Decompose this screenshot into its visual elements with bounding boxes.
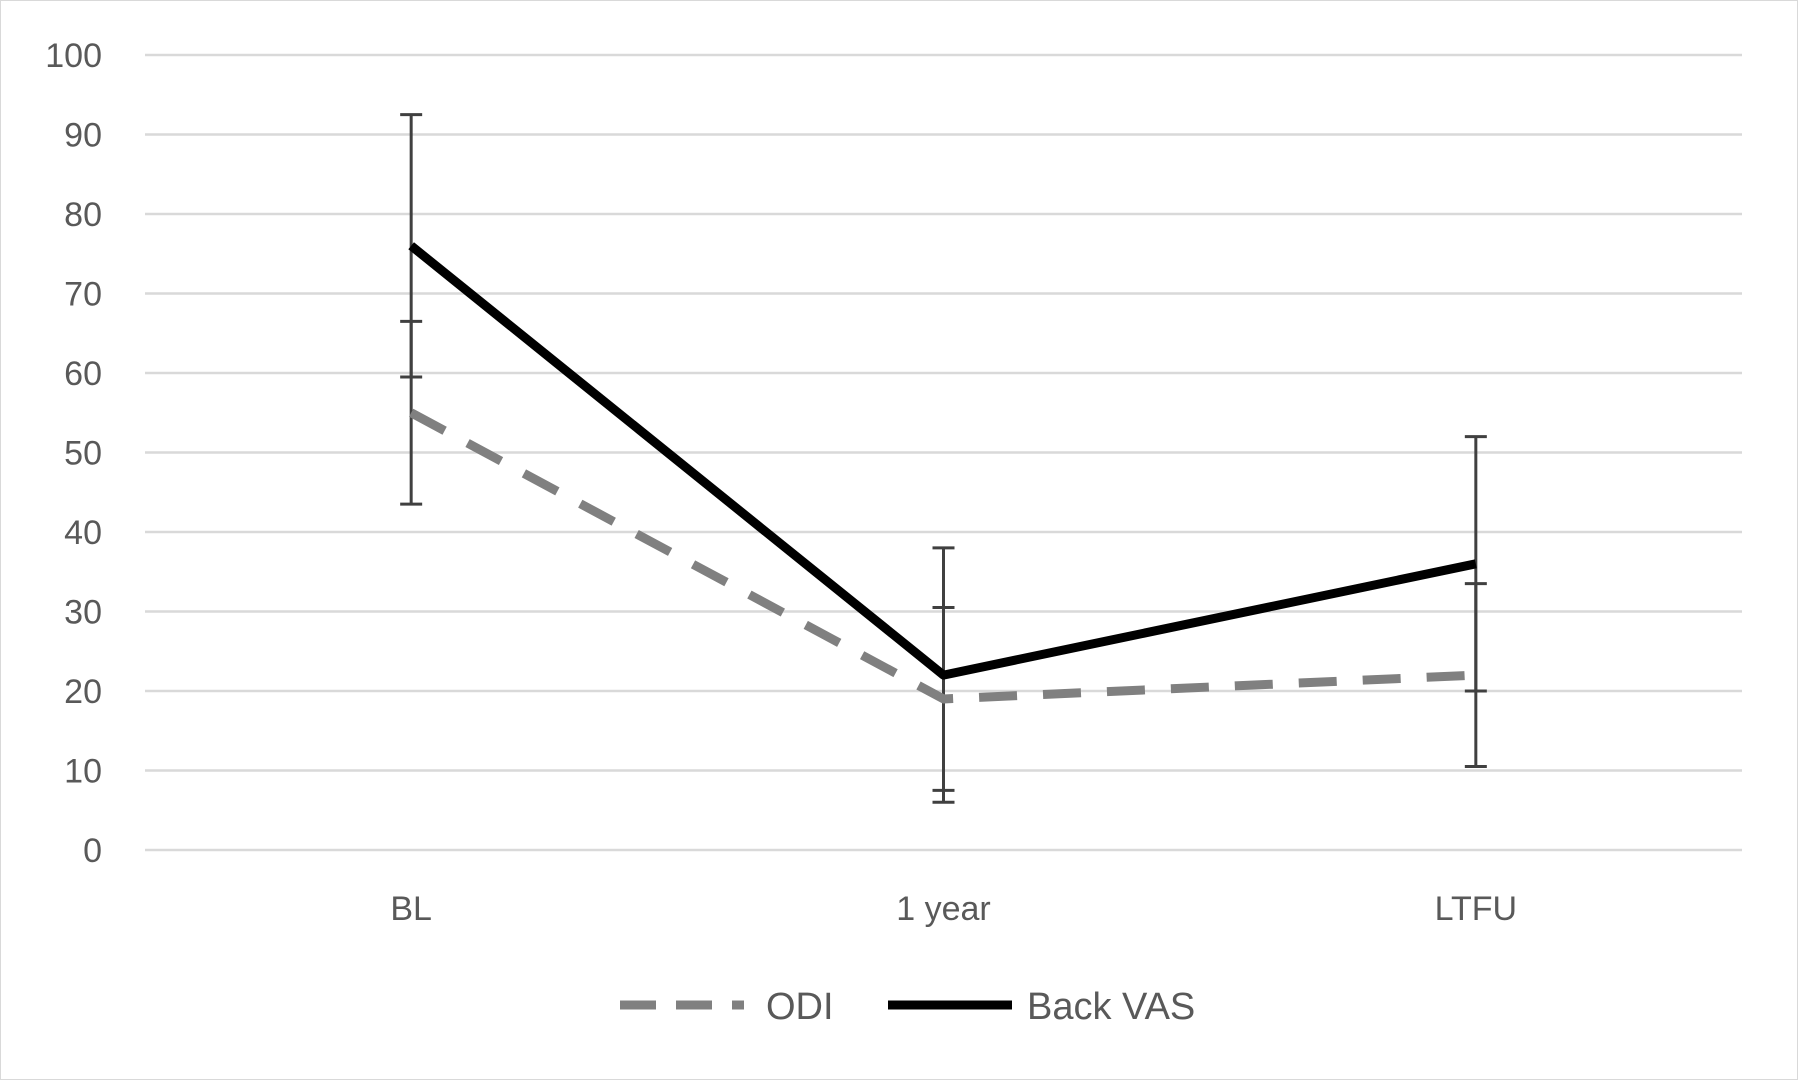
legend-label: ODI <box>766 986 834 1028</box>
y-tick-label: 40 <box>64 514 102 552</box>
y-tick-label: 50 <box>64 435 102 473</box>
x-axis-ticks: BL 1 year LTFU <box>390 890 1517 928</box>
y-tick-label: 100 <box>45 37 102 75</box>
y-tick-label: 0 <box>83 832 102 870</box>
legend: ODI Back VAS <box>620 986 1195 1028</box>
series-line-odi <box>409 408 1477 704</box>
y-axis-ticks: 0 10 20 30 40 50 60 70 80 90 100 <box>45 37 102 870</box>
x-tick-label: BL <box>390 890 432 928</box>
y-tick-label: 20 <box>64 673 102 711</box>
series-lines <box>408 242 1477 704</box>
legend-label: Back VAS <box>1027 986 1195 1028</box>
x-tick-label: LTFU <box>1435 890 1517 928</box>
y-tick-label: 10 <box>64 753 102 791</box>
y-tick-label: 30 <box>64 594 102 632</box>
x-tick-label: 1 year <box>896 890 991 928</box>
y-tick-label: 90 <box>64 117 102 155</box>
y-tick-label: 60 <box>64 355 102 393</box>
y-tick-label: 70 <box>64 276 102 314</box>
series-line-back-vas <box>408 242 1477 680</box>
y-tick-label: 80 <box>64 196 102 234</box>
